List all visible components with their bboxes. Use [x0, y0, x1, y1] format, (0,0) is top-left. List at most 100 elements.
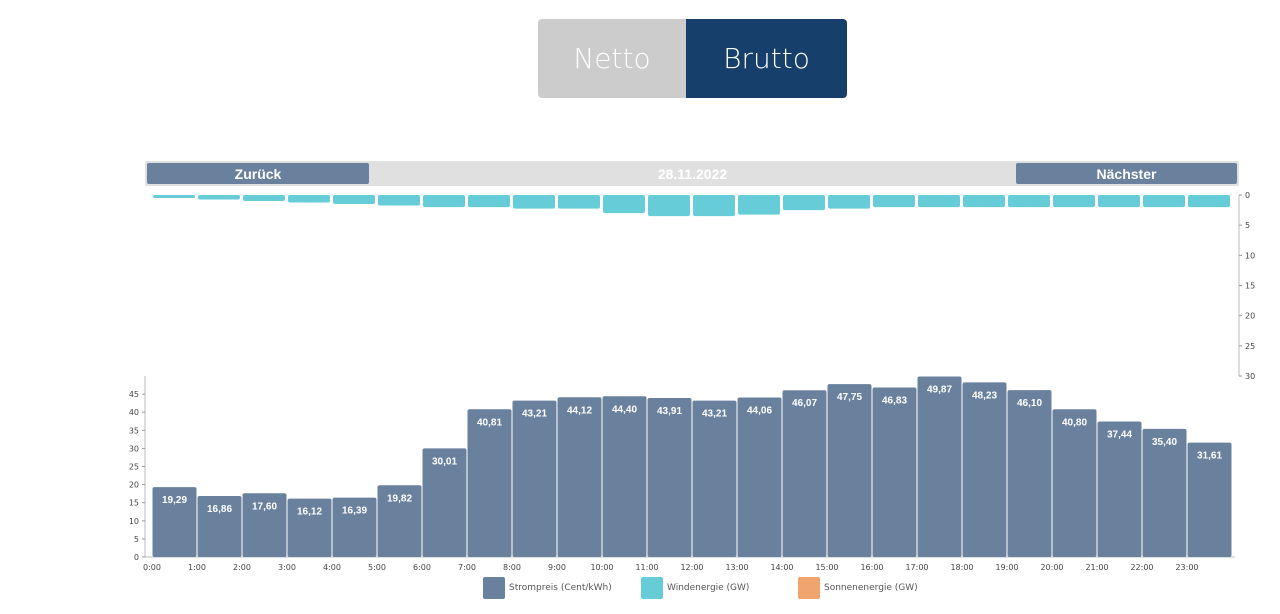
x-axis-tick-label: 13:00	[725, 563, 748, 572]
price-bar-label: 44,12	[567, 405, 592, 416]
x-axis-tick-label: 14:00	[770, 563, 793, 572]
price-bar	[1142, 428, 1187, 557]
date-navigation: Zurück 28.11.2022 Nächster	[145, 161, 1239, 186]
x-axis-tick-label: 10:00	[590, 563, 613, 572]
right-axis-tick-label: 15	[1245, 282, 1255, 291]
x-axis-tick-label: 4:00	[323, 563, 341, 572]
price-bar-label: 30,01	[432, 456, 457, 467]
price-bar	[647, 398, 692, 557]
left-axis-tick-label: 25	[129, 463, 139, 472]
price-bar-label: 19,82	[387, 493, 412, 504]
x-axis-tick-label: 9:00	[548, 563, 566, 572]
wind-bar	[828, 195, 870, 209]
wind-bar	[918, 195, 960, 208]
price-bar-label: 46,10	[1017, 398, 1042, 409]
price-bar-label: 17,60	[252, 501, 277, 512]
price-bar	[827, 384, 872, 557]
wind-bar	[333, 195, 375, 205]
wind-bar	[378, 195, 420, 206]
current-date: 28.11.2022	[657, 165, 728, 182]
wind-bar	[243, 195, 285, 202]
x-axis-tick-label: 19:00	[995, 563, 1018, 572]
price-mode-toggle: Netto Brutto	[538, 19, 847, 98]
wind-bar	[513, 195, 555, 209]
price-bar-label: 47,75	[837, 392, 862, 403]
legend-item-price[interactable]: Strompreis (Cent/kWh)	[483, 577, 612, 599]
x-axis-tick-label: 0:00	[143, 563, 161, 572]
legend-swatch-solar	[798, 577, 820, 599]
price-bar	[1187, 442, 1232, 557]
left-axis-tick-label: 35	[129, 426, 139, 435]
legend-item-wind[interactable]: Windenergie (GW)	[641, 577, 749, 599]
wind-bar	[603, 195, 645, 214]
wind-bar	[423, 195, 465, 208]
left-axis-tick-label: 10	[129, 517, 139, 526]
wind-bar	[738, 195, 780, 215]
price-bar-label: 46,07	[792, 398, 817, 409]
x-axis-tick-label: 3:00	[278, 563, 296, 572]
wind-bar	[558, 195, 600, 209]
left-axis-tick-label: 30	[129, 444, 139, 453]
left-axis-tick-label: 5	[134, 535, 139, 544]
x-axis-tick-label: 20:00	[1040, 563, 1063, 572]
legend-label-solar: Sonnenenergie (GW)	[824, 583, 918, 593]
wind-bar	[873, 195, 915, 208]
x-axis-tick-label: 2:00	[233, 563, 251, 572]
price-bar	[1007, 390, 1052, 557]
right-axis-tick-label: 5	[1245, 221, 1250, 230]
legend-label-price: Strompreis (Cent/kWh)	[509, 583, 612, 593]
wind-bar	[1098, 195, 1140, 208]
previous-day-button[interactable]: Zurück	[147, 163, 369, 184]
price-bar	[737, 397, 782, 557]
right-axis-tick-label: 10	[1245, 251, 1255, 260]
price-bar	[962, 382, 1007, 557]
right-axis-tick-label: 20	[1245, 312, 1255, 321]
price-bar-label: 46,83	[882, 395, 907, 406]
wind-bar	[963, 195, 1005, 208]
price-bar	[557, 397, 602, 557]
x-axis-tick-label: 18:00	[950, 563, 973, 572]
price-bar	[152, 487, 197, 557]
legend-swatch-wind	[641, 577, 663, 599]
x-axis-tick-label: 7:00	[458, 563, 476, 572]
left-axis-tick-label: 0	[134, 553, 139, 562]
price-bar	[692, 400, 737, 557]
price-bar-label: 40,80	[1062, 417, 1087, 428]
price-bar	[332, 497, 377, 557]
wind-bar	[198, 195, 240, 200]
left-axis-tick-label: 45	[129, 390, 139, 399]
price-bar	[1097, 421, 1142, 557]
x-axis-tick-label: 16:00	[860, 563, 883, 572]
price-bar-label: 31,61	[1197, 451, 1222, 462]
legend-item-solar[interactable]: Sonnenenergie (GW)	[798, 577, 918, 599]
price-bar	[287, 498, 332, 557]
netto-button[interactable]: Netto	[538, 19, 686, 98]
price-bar	[467, 409, 512, 557]
price-bar-label: 44,06	[747, 406, 772, 417]
price-bar-label: 19,29	[162, 495, 187, 506]
x-axis-tick-label: 23:00	[1175, 563, 1198, 572]
x-axis-tick-label: 6:00	[413, 563, 431, 572]
price-bar	[422, 448, 467, 557]
x-axis-tick-label: 1:00	[188, 563, 206, 572]
price-bar	[917, 376, 962, 557]
right-axis-tick-label: 25	[1245, 342, 1255, 351]
wind-bar	[153, 195, 195, 199]
price-bar-label: 16,12	[297, 507, 322, 518]
wind-bar	[1143, 195, 1185, 208]
price-bar-label: 16,86	[207, 504, 232, 515]
left-axis-tick-label: 20	[129, 481, 139, 490]
price-bar	[377, 485, 422, 557]
brutto-button[interactable]: Brutto	[686, 19, 847, 98]
x-axis-tick-label: 21:00	[1085, 563, 1108, 572]
legend-label-wind: Windenergie (GW)	[667, 583, 750, 593]
price-bar-label: 44,40	[612, 404, 637, 415]
price-bar-label: 37,44	[1107, 429, 1132, 440]
x-axis-tick-label: 11:00	[635, 563, 658, 572]
left-axis-tick-label: 15	[129, 499, 139, 508]
price-bar-label: 43,21	[702, 409, 727, 420]
chart-legend: Strompreis (Cent/kWh) Windenergie (GW) S…	[0, 577, 1280, 601]
price-bar	[782, 390, 827, 557]
next-day-button[interactable]: Nächster	[1016, 163, 1237, 184]
